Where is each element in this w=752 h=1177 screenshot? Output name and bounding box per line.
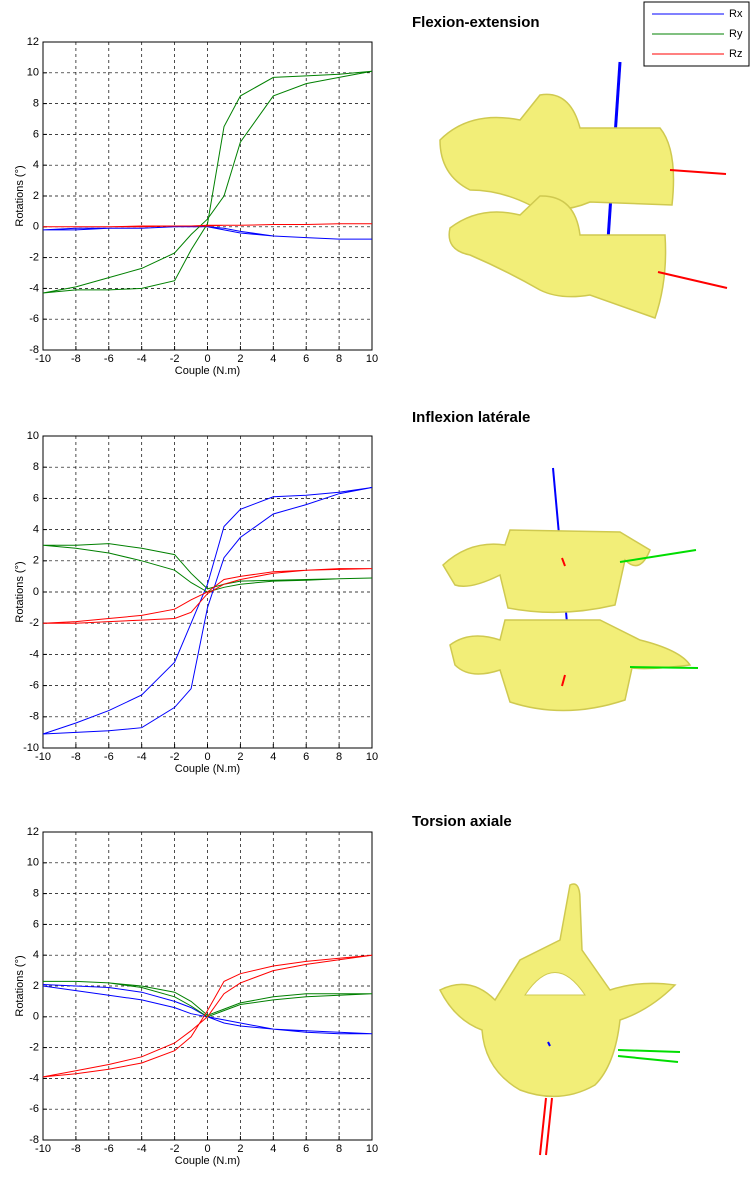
x-tick-label: -2	[170, 751, 180, 763]
y-tick-label: 4	[33, 159, 39, 171]
series-line	[42, 226, 372, 240]
y-axis-label: Rotations (°)	[14, 165, 26, 226]
y-tick-label: 4	[33, 524, 39, 536]
y-tick-label: 0	[33, 1011, 39, 1023]
y-tick-label: 10	[27, 430, 39, 442]
x-tick-label: -2	[170, 353, 180, 365]
y-tick-label: 0	[33, 221, 39, 233]
x-tick-label: 6	[303, 751, 309, 763]
y-tick-label: -4	[29, 1072, 39, 1084]
y-tick-label: 12	[27, 826, 39, 838]
x-tick-label: 10	[366, 751, 378, 763]
y-tick-label: 12	[27, 36, 39, 48]
y-tick-label: 10	[27, 857, 39, 869]
x-tick-label: 6	[303, 1143, 309, 1155]
y-tick-label: 2	[33, 555, 39, 567]
y-tick-label: -2	[29, 252, 39, 264]
x-tick-label: -4	[137, 353, 147, 365]
legend-label: Ry	[729, 28, 743, 40]
y-tick-label: 6	[33, 918, 39, 930]
y-tick-label: 8	[33, 461, 39, 473]
y-tick-label: 6	[33, 128, 39, 140]
y-tick-label: -6	[29, 680, 39, 692]
y-tick-label: -2	[29, 617, 39, 629]
y-tick-label: -2	[29, 1042, 39, 1054]
y-tick-label: -8	[29, 344, 39, 356]
y-tick-label: 2	[33, 190, 39, 202]
vertebra-flexion	[439, 61, 728, 319]
chart-title: Flexion-extension	[412, 14, 540, 31]
series-line	[42, 543, 373, 593]
series-line	[42, 954, 373, 1078]
series-line	[42, 984, 373, 1035]
y-tick-label: 8	[33, 98, 39, 110]
x-tick-label: -10	[35, 751, 51, 763]
y-tick-label: 2	[33, 980, 39, 992]
x-axis-label: Couple (N.m)	[175, 1155, 240, 1167]
x-tick-label: 4	[270, 1143, 276, 1155]
y-tick-label: -10	[23, 742, 39, 754]
x-tick-label: -10	[35, 353, 51, 365]
x-tick-label: 6	[303, 353, 309, 365]
x-tick-label: -2	[170, 1143, 180, 1155]
x-tick-label: -8	[71, 353, 81, 365]
x-axis-label: Couple (N.m)	[175, 365, 240, 377]
x-tick-label: 10	[366, 1143, 378, 1155]
x-tick-label: 2	[237, 353, 243, 365]
y-tick-label: 6	[33, 492, 39, 504]
plot-frame	[42, 41, 373, 351]
plot-frame	[42, 435, 373, 749]
legend-label: Rz	[729, 48, 742, 60]
y-tick-label: -8	[29, 1134, 39, 1146]
y-tick-label: -6	[29, 1103, 39, 1115]
chart-title: Inflexion latérale	[412, 409, 530, 426]
chart-title: Torsion axiale	[412, 813, 512, 830]
y-tick-label: -4	[29, 648, 39, 660]
y-tick-label: -8	[29, 711, 39, 723]
y-tick-label: 4	[33, 949, 39, 961]
x-tick-label: 8	[336, 1143, 342, 1155]
series-line	[43, 980, 373, 1018]
y-tick-label: 10	[27, 67, 39, 79]
x-axis-label: Couple (N.m)	[175, 763, 240, 775]
x-tick-label: 4	[270, 353, 276, 365]
series-line	[42, 70, 373, 294]
x-tick-label: 2	[237, 1143, 243, 1155]
x-tick-label: -8	[71, 751, 81, 763]
x-tick-label: 0	[204, 751, 210, 763]
x-tick-label: -6	[104, 751, 114, 763]
x-tick-label: -6	[104, 353, 114, 365]
x-tick-label: -6	[104, 1143, 114, 1155]
x-tick-label: 0	[204, 353, 210, 365]
x-tick-label: 2	[237, 751, 243, 763]
x-tick-label: 8	[336, 751, 342, 763]
x-tick-label: -10	[35, 1143, 51, 1155]
series-line	[43, 223, 372, 228]
y-tick-label: -4	[29, 282, 39, 294]
x-tick-label: 8	[336, 353, 342, 365]
x-tick-label: -8	[71, 1143, 81, 1155]
x-tick-label: 10	[366, 353, 378, 365]
x-tick-label: 4	[270, 751, 276, 763]
y-tick-label: 0	[33, 586, 39, 598]
series-line	[42, 487, 373, 735]
y-tick-label: 8	[33, 888, 39, 900]
series-line	[42, 568, 373, 624]
x-tick-label: -4	[137, 751, 147, 763]
vertebra-axial	[438, 883, 681, 1156]
x-tick-label: -4	[137, 1143, 147, 1155]
y-axis-label: Rotations (°)	[14, 955, 26, 1016]
y-axis-label: Rotations (°)	[14, 561, 26, 622]
x-tick-label: 0	[204, 1143, 210, 1155]
y-tick-label: -6	[29, 313, 39, 325]
legend-label: Rx	[729, 8, 743, 20]
vertebra-lateral	[442, 467, 699, 712]
